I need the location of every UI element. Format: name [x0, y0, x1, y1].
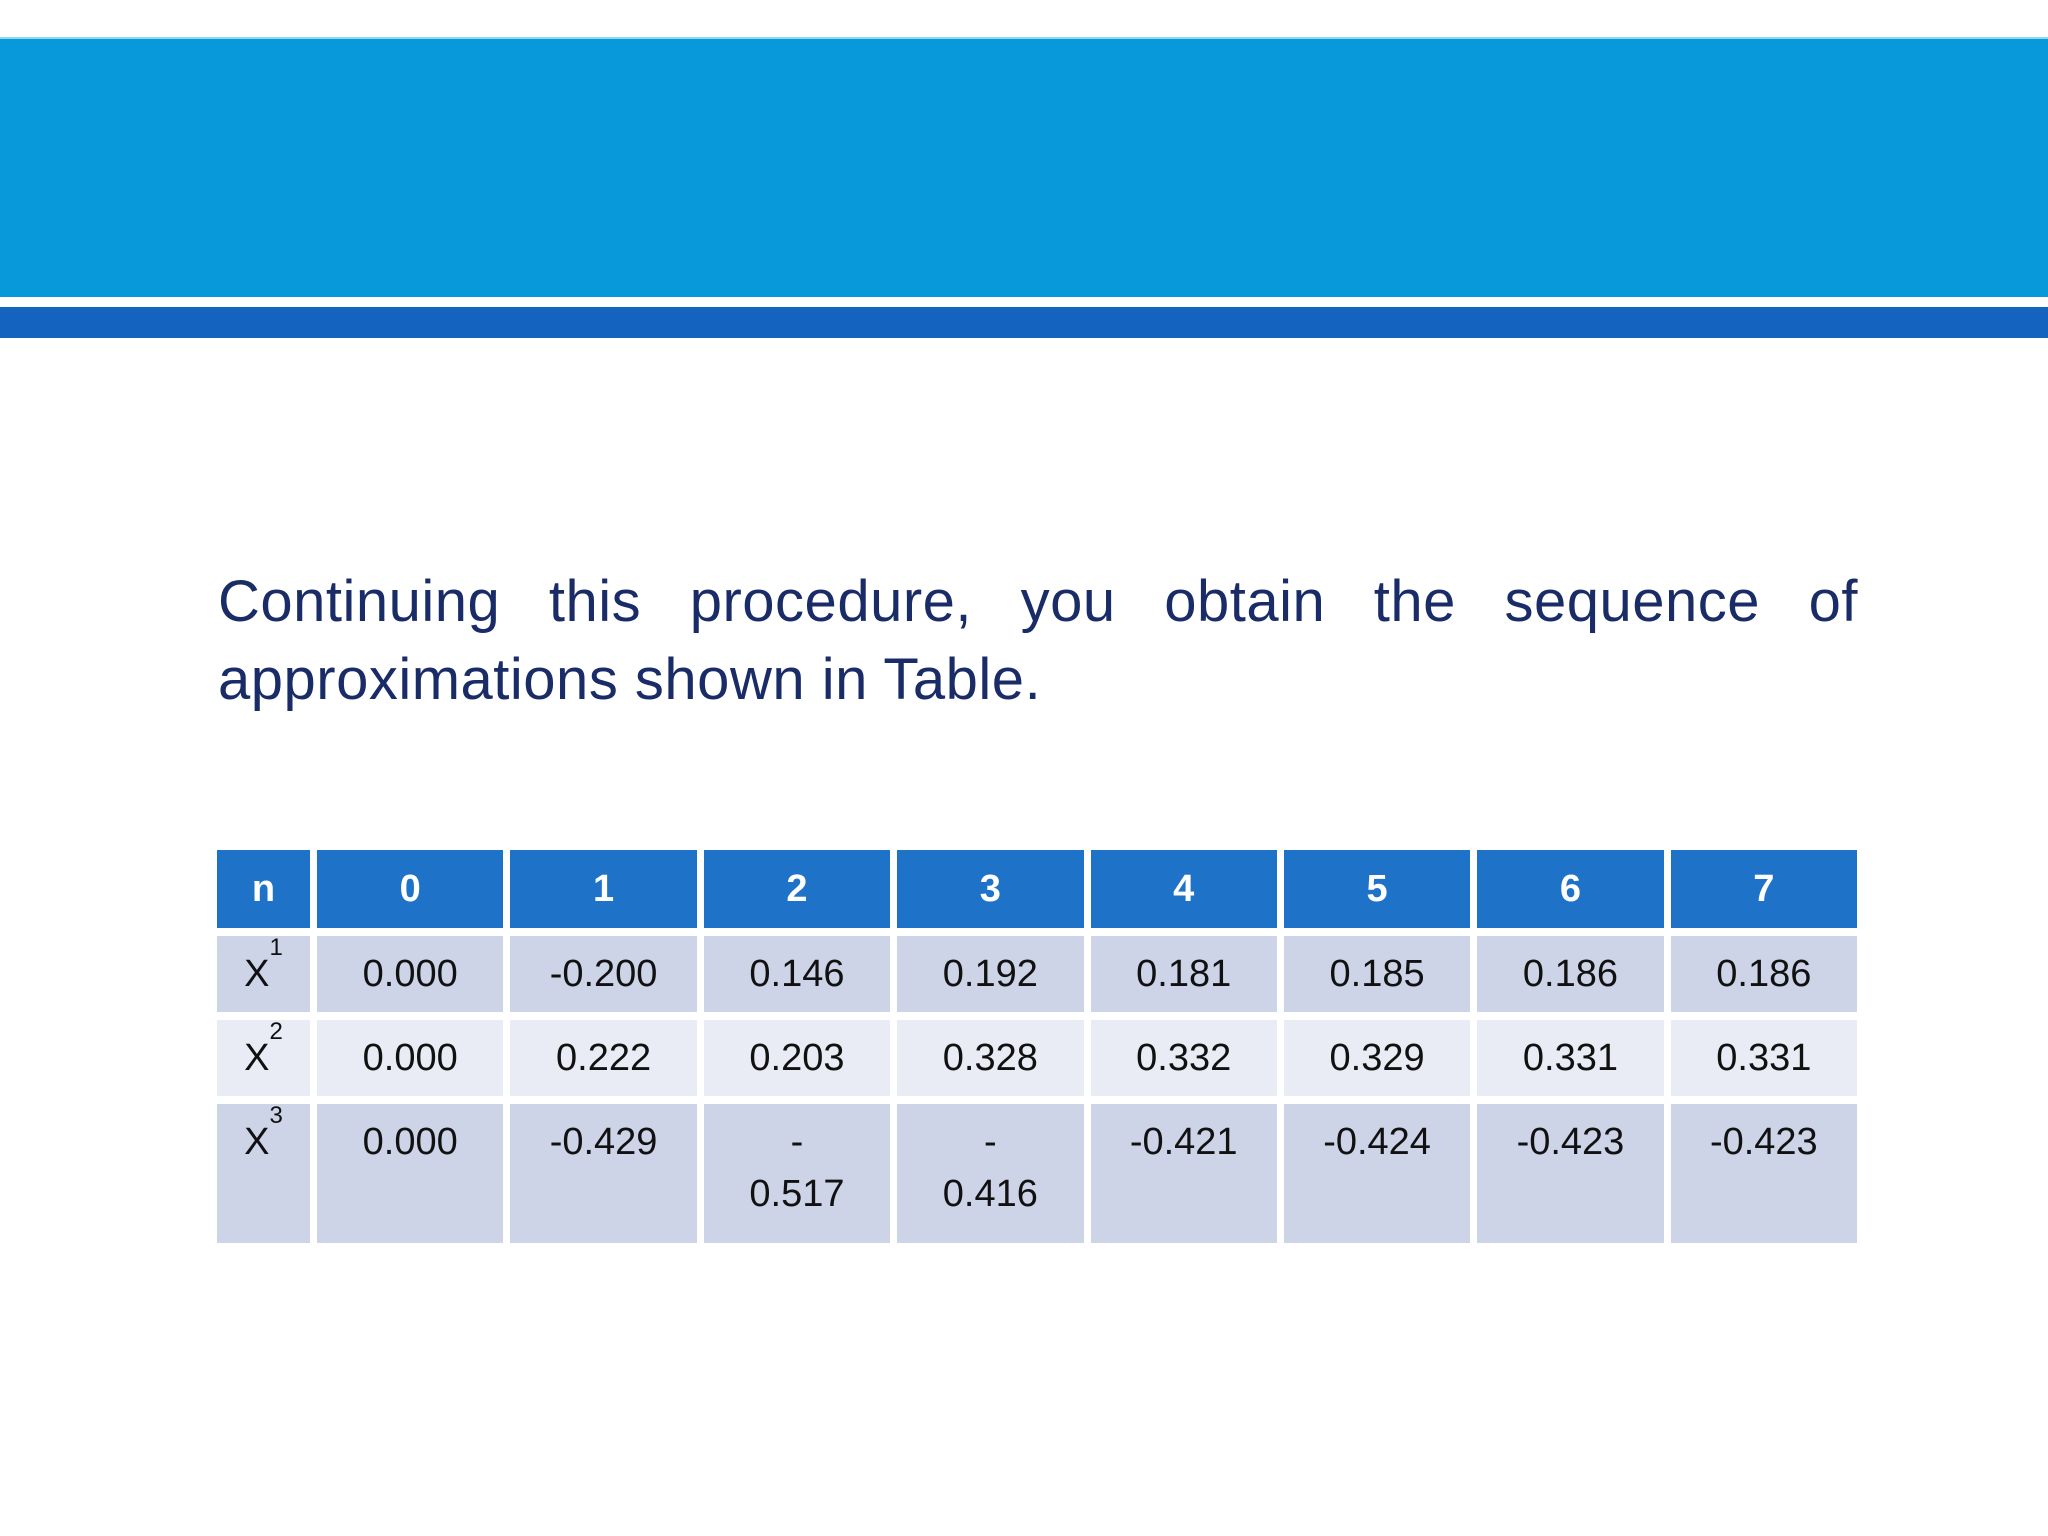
- table-header-7: 7: [1670, 850, 1857, 928]
- cell-x2-n4: 0.332: [1090, 1020, 1277, 1096]
- cell-x3-n0: 0.000: [317, 1104, 504, 1243]
- cell-x2-n0: 0.000: [317, 1020, 504, 1096]
- body-text-line-2: approximations shown in Table.: [218, 647, 1042, 712]
- cell-x1-n2: 0.146: [703, 936, 891, 1012]
- cell-x2-n1: 0.222: [510, 1020, 697, 1096]
- cell-x2-n2: 0.203: [703, 1020, 891, 1096]
- table-header-n: n: [217, 850, 310, 928]
- cell-x1-n5: 0.185: [1283, 936, 1471, 1012]
- cell-x1-n1: -0.200: [510, 936, 697, 1012]
- cell-x3-n5: -0.424: [1283, 1104, 1471, 1243]
- body-text: Continuing this procedure, you obtain th…: [218, 563, 1858, 719]
- cell-x3-n3: - 0.416: [897, 1104, 1084, 1243]
- table-header-3: 3: [897, 850, 1084, 928]
- cell-x3-n4: -0.421: [1090, 1104, 1277, 1243]
- cell-x1-n6: 0.186: [1477, 936, 1664, 1012]
- row-label-x3-base: X: [244, 1121, 270, 1163]
- cell-x1-n0: 0.000: [317, 936, 504, 1012]
- cell-x3-n1: -0.429: [510, 1104, 697, 1243]
- cell-x2-n3: 0.328: [897, 1020, 1084, 1096]
- cell-x1-n3: 0.192: [897, 936, 1084, 1012]
- table-header-1: 1: [510, 850, 697, 928]
- cell-x3-n7: -0.423: [1670, 1104, 1857, 1243]
- cell-x3-n6: -0.423: [1477, 1104, 1664, 1243]
- cell-x3-n2: - 0.517: [703, 1104, 891, 1243]
- body-text-line-1: Continuing this procedure, you obtain th…: [218, 569, 1858, 634]
- table-header-2: 2: [703, 850, 891, 928]
- table-header-5: 5: [1283, 850, 1471, 928]
- cell-x2-n7: 0.331: [1670, 1020, 1857, 1096]
- cell-x2-n6: 0.331: [1477, 1020, 1664, 1096]
- top-header-band: [0, 37, 2048, 297]
- table-header-4: 4: [1090, 850, 1277, 928]
- row-label-x2-base: X: [244, 1037, 270, 1079]
- table-header-6: 6: [1477, 850, 1664, 928]
- cell-x1-n4: 0.181: [1090, 936, 1277, 1012]
- row-label-x1-base: X: [244, 953, 270, 995]
- cell-x1-n7: 0.186: [1670, 936, 1857, 1012]
- table-header-0: 0: [317, 850, 504, 928]
- cell-x2-n5: 0.329: [1283, 1020, 1471, 1096]
- accent-stripe: [0, 307, 2048, 338]
